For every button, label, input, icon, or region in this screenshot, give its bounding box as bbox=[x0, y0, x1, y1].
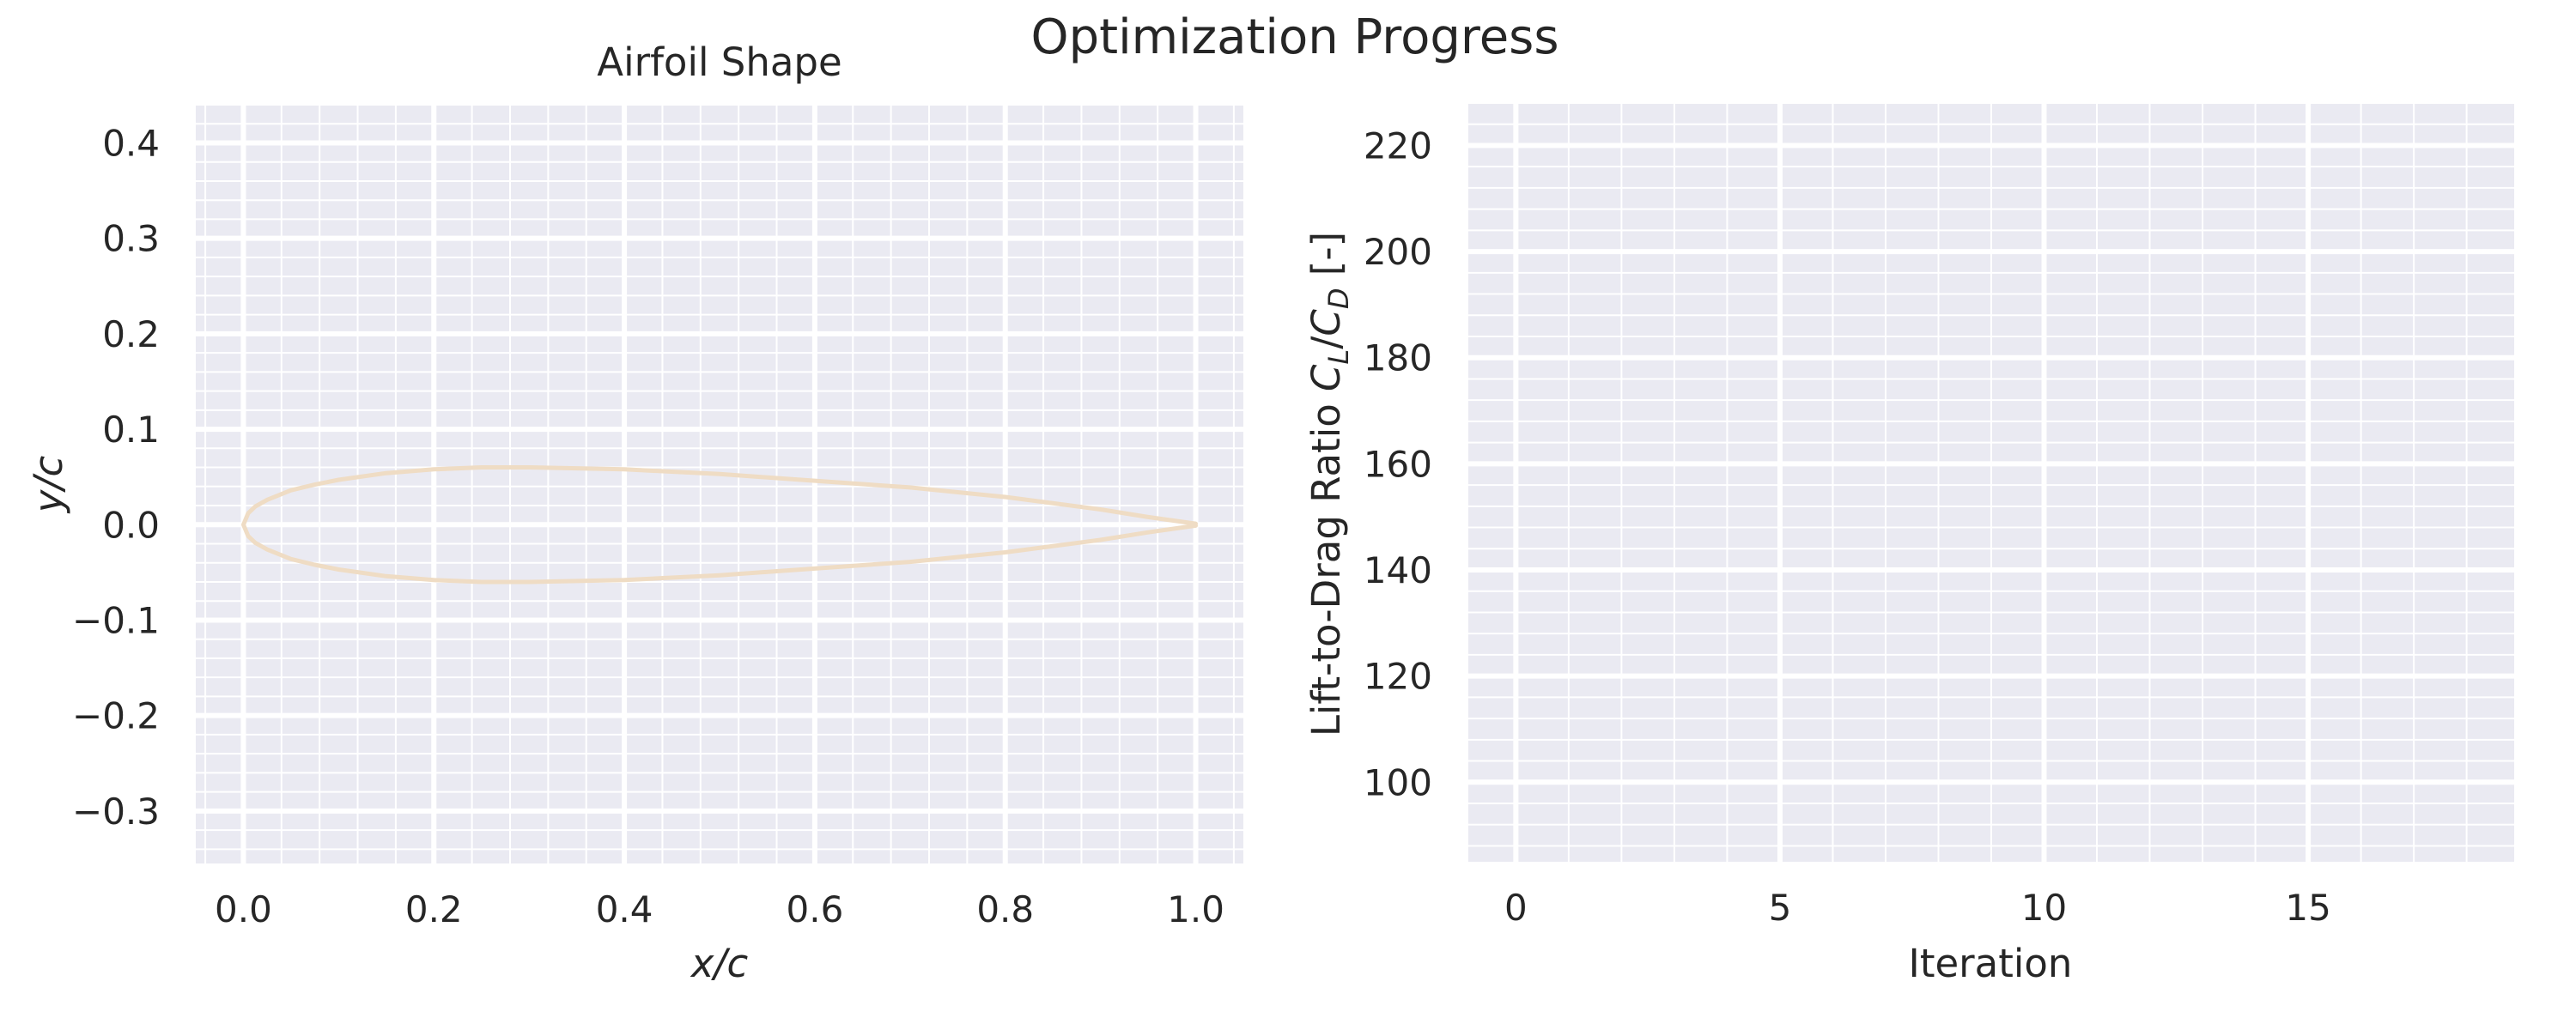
airfoil-x-tick-label: 0.4 bbox=[596, 888, 653, 930]
airfoil-x-tick-label: 0.2 bbox=[405, 888, 463, 930]
airfoil-y-tick-label: −0.2 bbox=[72, 695, 160, 737]
airfoil-y-tick-label: 0.1 bbox=[102, 409, 160, 451]
lift-drag-x-tick-label: 15 bbox=[2285, 887, 2330, 929]
airfoil-y-tick-label: 0.4 bbox=[102, 122, 160, 164]
lift-drag-x-ticks: 0 5 10 15 bbox=[1504, 887, 2331, 929]
airfoil-shape-axes: Airfoil Shape 0.0 0.2 0.4 0.6 0.8 1.0 −0.3−0.… bbox=[26, 39, 1243, 986]
airfoil-y-tick-label: −0.3 bbox=[72, 791, 160, 833]
lift-drag-x-tick-label: 10 bbox=[2021, 887, 2067, 929]
airfoil-plot-area bbox=[196, 105, 1243, 863]
lift-drag-x-tick-label: 5 bbox=[1769, 887, 1792, 929]
lift-drag-y-label-cl: C bbox=[1303, 364, 1349, 391]
lift-drag-y-tick-label: 160 bbox=[1364, 443, 1432, 485]
airfoil-x-tick-label: 0.0 bbox=[215, 888, 272, 930]
airfoil-x-axis-label: x/c bbox=[690, 941, 749, 986]
lift-drag-grid bbox=[1468, 102, 2514, 862]
lift-drag-y-label-suffix: [-] bbox=[1303, 232, 1349, 288]
lift-drag-x-tick-label: 0 bbox=[1504, 887, 1528, 929]
figure-title: Optimization Progress bbox=[1030, 9, 1558, 65]
lift-drag-y-tick-label: 100 bbox=[1364, 761, 1432, 803]
airfoil-x-tick-label: 1.0 bbox=[1167, 888, 1224, 930]
lift-drag-y-label-slash: / bbox=[1303, 336, 1349, 349]
airfoil-y-axis-label: y/c bbox=[26, 455, 71, 514]
airfoil-x-tick-label: 0.6 bbox=[787, 888, 844, 930]
lift-drag-x-axis-label: Iteration bbox=[1909, 941, 2073, 986]
lift-drag-y-ticks: 100 120 140 160 180 200 220 bbox=[1364, 124, 1432, 803]
lift-drag-y-axis-label: Lift-to-Drag Ratio CL/CD [-] bbox=[1303, 232, 1355, 736]
airfoil-axes-title: Airfoil Shape bbox=[597, 39, 841, 85]
airfoil-y-tick-label: 0.2 bbox=[102, 313, 160, 355]
lift-drag-y-tick-label: 180 bbox=[1364, 337, 1432, 379]
airfoil-y-tick-label: 0.3 bbox=[102, 218, 160, 260]
lift-drag-y-tick-label: 200 bbox=[1364, 231, 1432, 273]
lift-drag-y-tick-label: 120 bbox=[1364, 656, 1432, 698]
airfoil-y-ticks: −0.3 −0.2 −0.1 0.0 0.1 0.2 0.3 0.4 bbox=[72, 122, 160, 832]
lift-drag-y-tick-label: 220 bbox=[1364, 124, 1432, 167]
lift-drag-y-label-cd: C bbox=[1303, 309, 1349, 336]
lift-drag-y-label-prefix: Lift-to-Drag Ratio bbox=[1303, 391, 1349, 736]
lift-drag-axes: 0 5 10 15 100 120 140 160 180 200 220 Iteration L… bbox=[1303, 102, 2514, 986]
airfoil-y-tick-label: −0.1 bbox=[72, 599, 160, 641]
lift-drag-y-tick-label: 140 bbox=[1364, 549, 1432, 591]
airfoil-y-tick-label: 0.0 bbox=[102, 504, 160, 546]
airfoil-grid bbox=[196, 104, 1243, 863]
lift-drag-y-label-sub-l: L bbox=[1322, 349, 1355, 365]
airfoil-x-ticks: 0.0 0.2 0.4 0.6 0.8 1.0 bbox=[215, 888, 1224, 930]
airfoil-series-line bbox=[241, 465, 1198, 585]
lift-drag-y-label-sub-d: D bbox=[1322, 288, 1355, 309]
airfoil-x-tick-label: 0.8 bbox=[976, 888, 1034, 930]
airfoil-series bbox=[241, 465, 1198, 585]
